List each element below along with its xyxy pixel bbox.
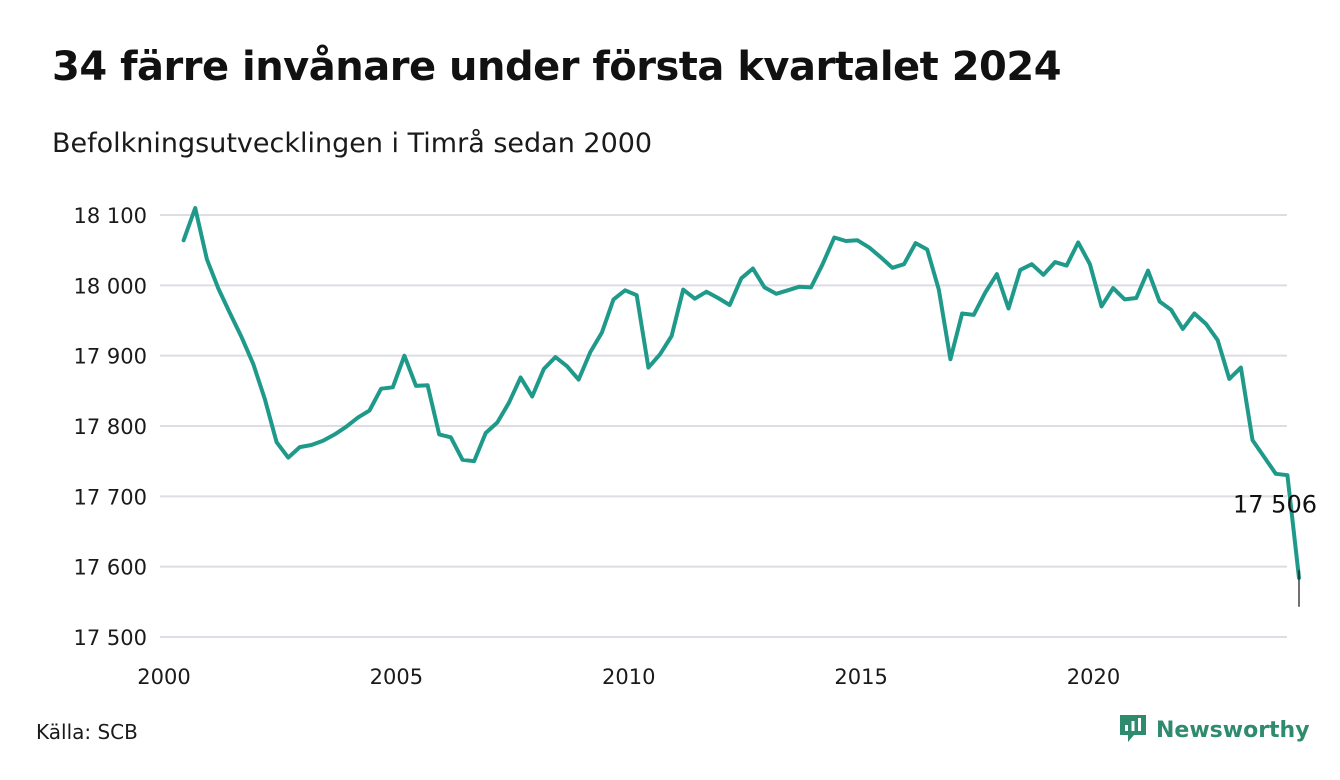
x-tick-label: 2000 <box>137 665 190 689</box>
population-line <box>181 206 1301 580</box>
newsworthy-logo-text: Newsworthy <box>1156 717 1310 743</box>
x-tick-label: 2005 <box>370 665 423 689</box>
y-tick-label: 17 700 <box>74 485 147 509</box>
y-axis-labels: 17 500 17 600 17 700 17 800 17 900 18 000 18 1… <box>74 204 147 650</box>
x-tick-label: 2015 <box>834 665 887 689</box>
x-axis-labels: 2000 2005 2010 2015 2020 <box>137 665 1120 689</box>
grid-lines <box>160 214 1287 638</box>
chart-subtitle: Befolkningsutvecklingen i Timrå sedan 20… <box>52 128 653 159</box>
chart-title: 34 färre invånare under första kvartalet… <box>52 44 1062 90</box>
source-note: Källa: SCB <box>36 720 138 744</box>
y-tick-label: 17 900 <box>74 345 147 369</box>
x-tick-label: 2010 <box>602 665 655 689</box>
last-value-label: 17 506 <box>1233 490 1317 518</box>
y-tick-label: 18 000 <box>74 274 147 298</box>
y-tick-label: 17 500 <box>74 626 147 650</box>
y-tick-label: 18 100 <box>74 204 147 228</box>
y-tick-label: 17 800 <box>74 415 147 439</box>
y-tick-label: 17 600 <box>74 556 147 580</box>
x-tick-label: 2020 <box>1067 665 1120 689</box>
line-chart: 17 500 17 600 17 700 17 800 17 900 18 000 18 1… <box>74 204 1317 689</box>
newsworthy-logo-icon <box>1118 712 1148 748</box>
newsworthy-logo[interactable]: Newsworthy <box>1118 712 1310 748</box>
